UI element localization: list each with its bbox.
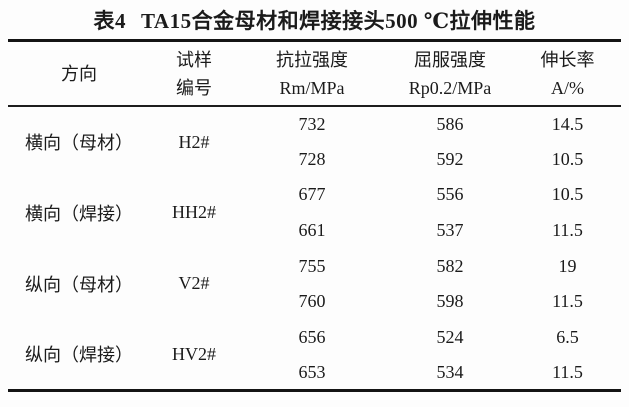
direction-cell: 横向（焊接） [25,203,133,224]
table-header: 方向 试样 编号 抗拉强度 Rm/MPa 屈服强度 Rp0.2/MPa 伸长率 … [8,40,621,107]
col-header-specimen: 试样 编号 [150,40,238,107]
header-yield-line2: Rp0.2/MPa [408,77,492,98]
rp-value: 598 [436,291,464,312]
a-value: 11.5 [552,291,583,312]
col-header-elongation: 伸长率 A/% [514,40,621,107]
header-direction-label: 方向 [61,63,97,84]
a-value: 11.5 [552,220,583,241]
rp-value: 586 [436,113,464,134]
a-value: 10.5 [551,148,584,169]
table-row: 760 598 11.5 [8,284,621,320]
table-caption: 表4 TA15合金母材和焊接接头500 ℃拉伸性能 [0,0,629,39]
header-yield-line1: 屈服强度 [414,49,486,70]
direction-cell: 横向（母材） [25,133,133,154]
header-elongation-line2: A/% [551,77,584,98]
rm-value: 653 [298,361,326,382]
table-row: 653 534 11.5 [8,355,621,391]
table-row: 横向（焊接） HH2# 677 556 10.5 [8,177,621,223]
rp-value: 556 [436,184,464,205]
a-value: 10.5 [551,184,584,205]
direction-cell: 纵向（焊接） [25,345,133,366]
table-row: 纵向（母材） V2# 755 582 19 [8,248,621,295]
rp-value: 582 [436,255,464,276]
rm-value: 760 [298,291,326,312]
rm-value: 661 [298,220,326,241]
rp-value: 534 [436,361,464,382]
table-body: 横向（母材） H2# 732 586 14.5 728 592 10.5 横向（… [8,106,621,391]
table-row: 横向（母材） H2# 732 586 14.5 [8,106,621,153]
rp-value: 537 [436,220,464,241]
a-value: 14.5 [551,113,584,134]
header-elongation-line1: 伸长率 [540,49,595,70]
header-specimen-line1: 试样 [176,49,212,70]
rm-value: 656 [298,326,326,347]
rm-value: 755 [298,255,326,276]
col-header-tensile-strength: 抗拉强度 Rm/MPa [238,40,386,107]
specimen-cell: HV2# [172,343,216,364]
a-value: 6.5 [556,326,579,347]
header-specimen-line2: 编号 [176,77,212,98]
header-row: 方向 试样 编号 抗拉强度 Rm/MPa 屈服强度 Rp0.2/MPa 伸长率 … [8,40,621,107]
a-value: 11.5 [552,361,583,382]
rp-value: 592 [436,148,464,169]
tensile-properties-table: 方向 试样 编号 抗拉强度 Rm/MPa 屈服强度 Rp0.2/MPa 伸长率 … [8,39,621,393]
a-value: 19 [558,255,577,276]
header-tensile-line2: Rm/MPa [279,77,345,98]
specimen-cell: HH2# [172,202,216,223]
specimen-cell: H2# [178,131,210,152]
rm-value: 677 [298,184,326,205]
direction-cell: 纵向（母材） [25,274,133,295]
header-tensile-line1: 抗拉强度 [276,49,348,70]
table-row: 661 537 11.5 [8,213,621,249]
col-header-direction: 方向 [8,40,150,107]
rm-value: 732 [298,113,326,134]
table-caption-number: 表4 [93,8,126,33]
table-row: 728 592 10.5 [8,142,621,178]
col-header-yield-strength: 屈服强度 Rp0.2/MPa [386,40,514,107]
table-caption-title: TA15合金母材和焊接接头500 ℃拉伸性能 [140,8,536,33]
table-row: 纵向（焊接） HV2# 656 524 6.5 [8,320,621,366]
specimen-cell: V2# [178,273,210,294]
rm-value: 728 [298,148,326,169]
rp-value: 524 [436,326,464,347]
